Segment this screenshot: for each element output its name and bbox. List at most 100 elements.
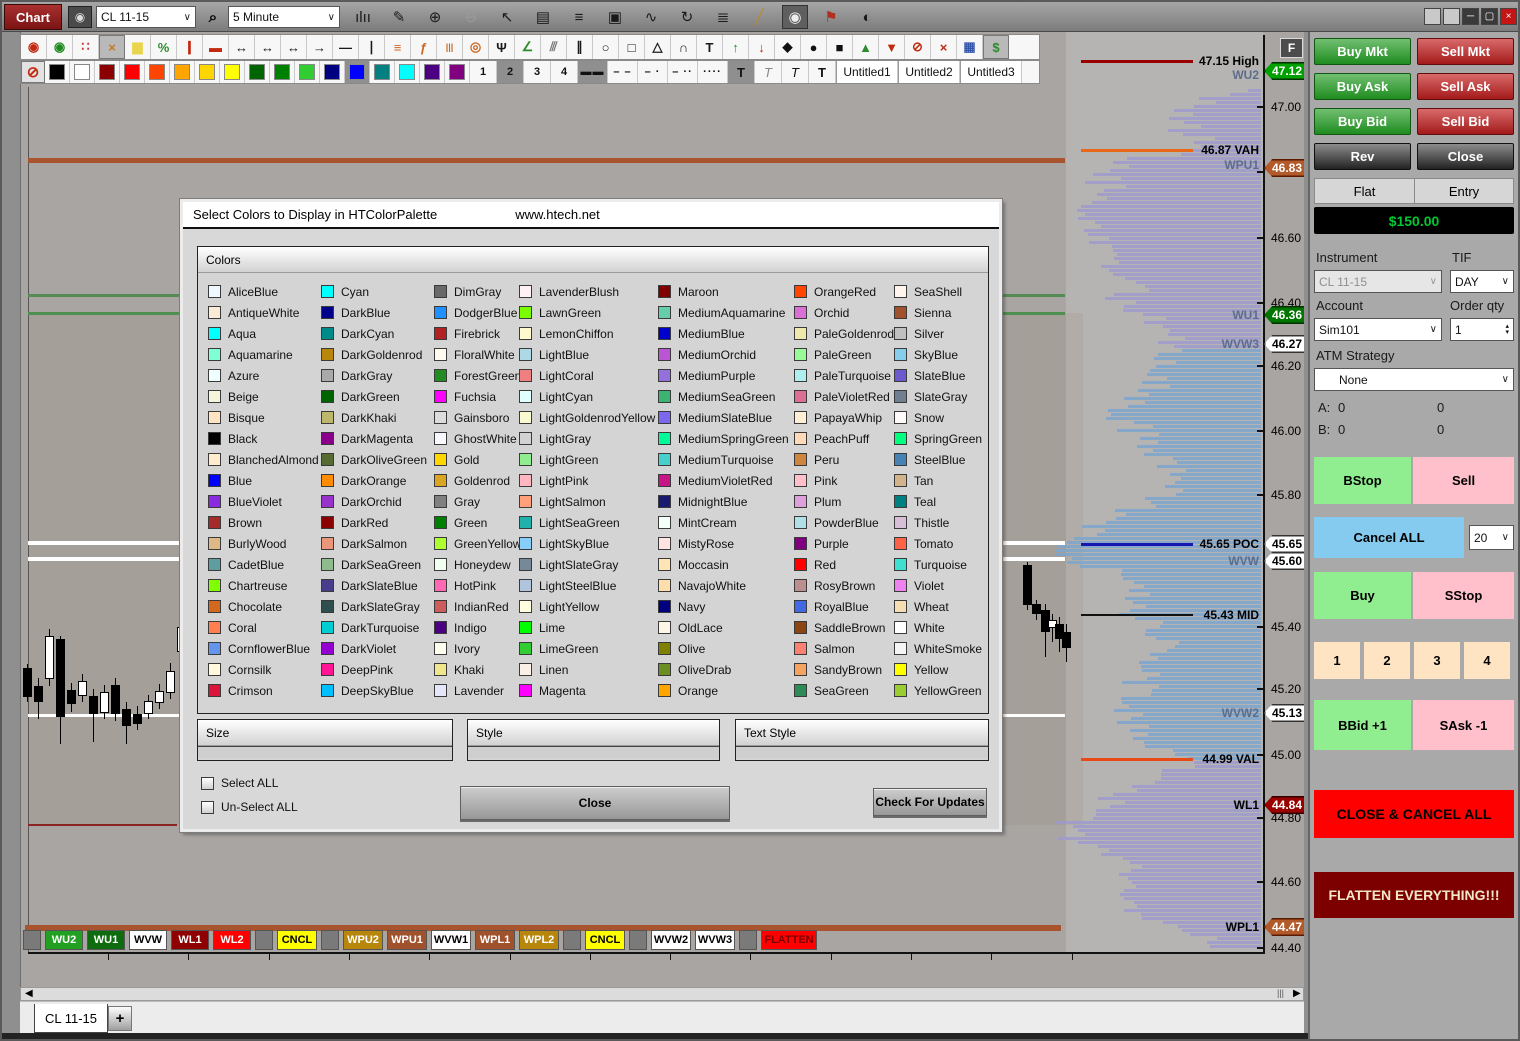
delete-drawing-icon[interactable]: × (931, 35, 957, 59)
rev-button[interactable]: Rev (1314, 143, 1411, 170)
color-checkbox[interactable] (208, 411, 221, 424)
color-item-lightseagreen[interactable]: LightSeaGreen (519, 512, 658, 533)
range-button-wu1-2[interactable]: WU1 (87, 930, 125, 950)
color-item-lightskyblue[interactable]: LightSkyBlue (519, 533, 658, 554)
color-swatch-10[interactable] (295, 61, 320, 83)
color-checkbox[interactable] (658, 411, 671, 424)
list-icon[interactable]: ≣ (716, 9, 730, 26)
scale-3-button[interactable]: 3 (1414, 642, 1460, 679)
chart-type-icon[interactable]: ılıı (355, 8, 371, 26)
color-checkbox[interactable] (894, 327, 907, 340)
color-item-darkslateblue[interactable]: DarkSlateBlue (321, 575, 434, 596)
color-checkbox[interactable] (894, 285, 907, 298)
buy-ask-button[interactable]: Buy Ask (1314, 73, 1411, 100)
color-item-lightgreen[interactable]: LightGreen (519, 449, 658, 470)
text-icon[interactable]: T (697, 35, 723, 59)
color-item-lemonchiffon[interactable]: LemonChiffon (519, 323, 658, 344)
range-button-wl1-4[interactable]: WL1 (171, 930, 209, 950)
color-checkbox[interactable] (434, 390, 447, 403)
color-checkbox[interactable] (794, 621, 807, 634)
color-item-indianred[interactable]: IndianRed (434, 596, 519, 617)
color-item-tan[interactable]: Tan (894, 470, 990, 491)
color-checkbox[interactable] (434, 600, 447, 613)
line-width-2-button[interactable]: 2 (497, 61, 524, 83)
color-item-red[interactable]: Red (794, 554, 894, 575)
color-item-indigo[interactable]: Indigo (434, 617, 519, 638)
color-checkbox[interactable] (519, 537, 532, 550)
color-item-rosybrown[interactable]: RosyBrown (794, 575, 894, 596)
scale-4-button[interactable]: 4 (1464, 642, 1510, 679)
color-item-orange[interactable]: Orange (658, 680, 794, 701)
range-button-cncl-15[interactable]: CNCL (585, 930, 625, 950)
color-item-darkmagenta[interactable]: DarkMagenta (321, 428, 434, 449)
color-checkbox[interactable] (208, 453, 221, 466)
sell-bid-button[interactable]: Sell Bid (1417, 108, 1514, 135)
dot-icon[interactable]: ● (801, 35, 827, 59)
color-checkbox[interactable] (321, 642, 334, 655)
color-item-tomato[interactable]: Tomato (894, 533, 990, 554)
fib-time-icon[interactable]: ||| (437, 35, 463, 59)
color-item-mediumaquamarine[interactable]: MediumAquamarine (658, 302, 794, 323)
sell-mkt-button[interactable]: Sell Mkt (1417, 38, 1514, 65)
arc-icon[interactable]: ∩ (671, 35, 697, 59)
zigzag-icon[interactable]: ∿ (644, 9, 658, 26)
color-item-yellowgreen[interactable]: YellowGreen (894, 680, 990, 701)
color-item-white[interactable]: White (894, 617, 990, 638)
color-item-firebrick[interactable]: Firebrick (434, 323, 519, 344)
data-grid-icon[interactable]: ▦ (957, 35, 983, 59)
color-item-darkturquoise[interactable]: DarkTurquoise (321, 617, 434, 638)
color-checkbox[interactable] (208, 516, 221, 529)
color-checkbox[interactable] (208, 663, 221, 676)
fib-ext-icon[interactable]: ƒ (411, 35, 437, 59)
flatten-everything-button[interactable]: FLATTEN EVERYTHING!!! (1314, 872, 1514, 918)
color-checkbox[interactable] (434, 432, 447, 445)
color-item-blanchedalmond[interactable]: BlanchedAlmond (208, 449, 321, 470)
line-style-5-button[interactable]: ···· (698, 61, 728, 83)
color-item-hotpink[interactable]: HotPink (434, 575, 519, 596)
color-item-green[interactable]: Green (434, 512, 519, 533)
color-item-ghostwhite[interactable]: GhostWhite (434, 428, 519, 449)
color-checkbox[interactable] (658, 285, 671, 298)
color-checkbox[interactable] (519, 684, 532, 697)
color-checkbox[interactable] (658, 537, 671, 550)
color-checkbox[interactable] (208, 390, 221, 403)
entry-tab[interactable]: Entry (1414, 178, 1514, 204)
color-checkbox[interactable] (321, 600, 334, 613)
color-item-darksalmon[interactable]: DarkSalmon (321, 533, 434, 554)
range-button-wpl1-12[interactable]: WPL1 (475, 930, 515, 950)
chart-line-12[interactable] (28, 824, 177, 826)
color-checkbox[interactable] (658, 621, 671, 634)
color-item-brown[interactable]: Brown (208, 512, 321, 533)
cancel-all-button[interactable]: Cancel ALL (1314, 517, 1464, 558)
color-checkbox[interactable] (794, 558, 807, 571)
color-checkbox[interactable] (894, 390, 907, 403)
color-item-darkkhaki[interactable]: DarkKhaki (321, 407, 434, 428)
color-checkbox[interactable] (658, 390, 671, 403)
rectangle-icon[interactable]: □ (619, 35, 645, 59)
range-button-wpl2-13[interactable]: WPL2 (519, 930, 559, 950)
color-item-silver[interactable]: Silver (894, 323, 990, 344)
quantity-stepper[interactable]: 1 ▴ ▾ (1450, 318, 1514, 341)
camera-icon[interactable]: ◉ (68, 6, 92, 28)
extend-right-icon[interactable]: → (307, 35, 333, 59)
color-checkbox[interactable] (658, 663, 671, 676)
color-checkbox[interactable] (794, 306, 807, 319)
layers-icon[interactable]: ▣ (607, 9, 623, 26)
color-checkbox[interactable] (208, 642, 221, 655)
chart-line-9[interactable] (1081, 614, 1193, 616)
color-item-gold[interactable]: Gold (434, 449, 519, 470)
target-icon[interactable]: ◎ (463, 35, 489, 59)
color-checkbox[interactable] (658, 579, 671, 592)
color-item-magenta[interactable]: Magenta (519, 680, 658, 701)
color-checkbox[interactable] (434, 474, 447, 487)
color-checkbox[interactable] (434, 495, 447, 508)
color-item-chartreuse[interactable]: Chartreuse (208, 575, 321, 596)
sstop-button[interactable]: SStop (1413, 572, 1514, 619)
data-box-icon[interactable]: ▤ (535, 9, 551, 26)
interval-select[interactable]: 5 Minute ∨ (228, 6, 340, 28)
color-checkbox[interactable] (894, 663, 907, 676)
color-item-skyblue[interactable]: SkyBlue (894, 344, 990, 365)
color-swatch-11[interactable] (320, 61, 345, 83)
color-checkbox[interactable] (519, 285, 532, 298)
color-swatch-2[interactable] (95, 61, 120, 83)
